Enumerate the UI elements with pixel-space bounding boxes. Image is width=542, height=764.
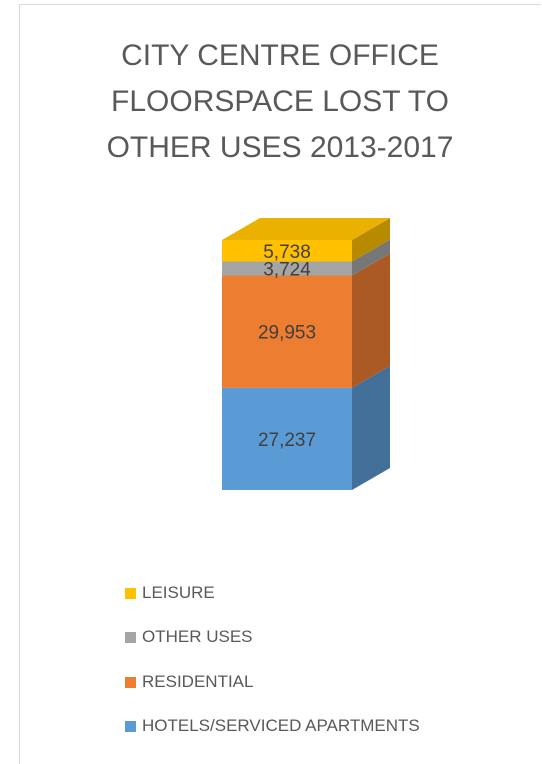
legend-label-hotels: HOTELS/SERVICED APARTMENTS bbox=[142, 716, 420, 735]
bar-side-residential bbox=[352, 253, 390, 388]
bar-side-other-uses bbox=[352, 239, 390, 276]
chart-title-line-3: OTHER USES 2013-2017 bbox=[106, 131, 454, 164]
bar-segment-other-uses bbox=[222, 261, 352, 276]
bar-segment-hotels-serviced-apartments bbox=[222, 387, 352, 490]
bar-top-leisure bbox=[222, 218, 390, 240]
bar-side-leisure bbox=[352, 218, 390, 262]
data-label-leisure: 5,738 bbox=[263, 242, 311, 263]
chart-frame bbox=[19, 4, 541, 764]
legend-label-residential: RESIDENTIAL bbox=[142, 672, 254, 691]
chart-title-line-1: CITY CENTRE OFFICE bbox=[121, 39, 439, 72]
legend-swatch-hotels bbox=[125, 721, 136, 732]
data-label-other-uses: 3,724 bbox=[263, 260, 311, 281]
data-label-hotels-serviced-apartments: 27,237 bbox=[258, 430, 316, 451]
chart-title: CITY CENTRE OFFICE FLOORSPACE LOST TO OT… bbox=[60, 33, 500, 171]
legend-swatch-leisure bbox=[125, 588, 136, 599]
legend-swatch-residential bbox=[125, 677, 136, 688]
legend-label-other-uses: OTHER USES bbox=[142, 627, 253, 646]
bar-side-hotels-serviced-apartments bbox=[352, 365, 390, 490]
bar-segment-residential bbox=[222, 275, 352, 388]
legend-label-leisure: LEISURE bbox=[142, 583, 215, 602]
chart-title-line-2: FLOORSPACE LOST TO bbox=[111, 85, 449, 118]
legend-swatch-other-uses bbox=[125, 632, 136, 643]
data-label-residential: 29,953 bbox=[258, 323, 316, 344]
bar-segment-leisure bbox=[222, 240, 352, 262]
